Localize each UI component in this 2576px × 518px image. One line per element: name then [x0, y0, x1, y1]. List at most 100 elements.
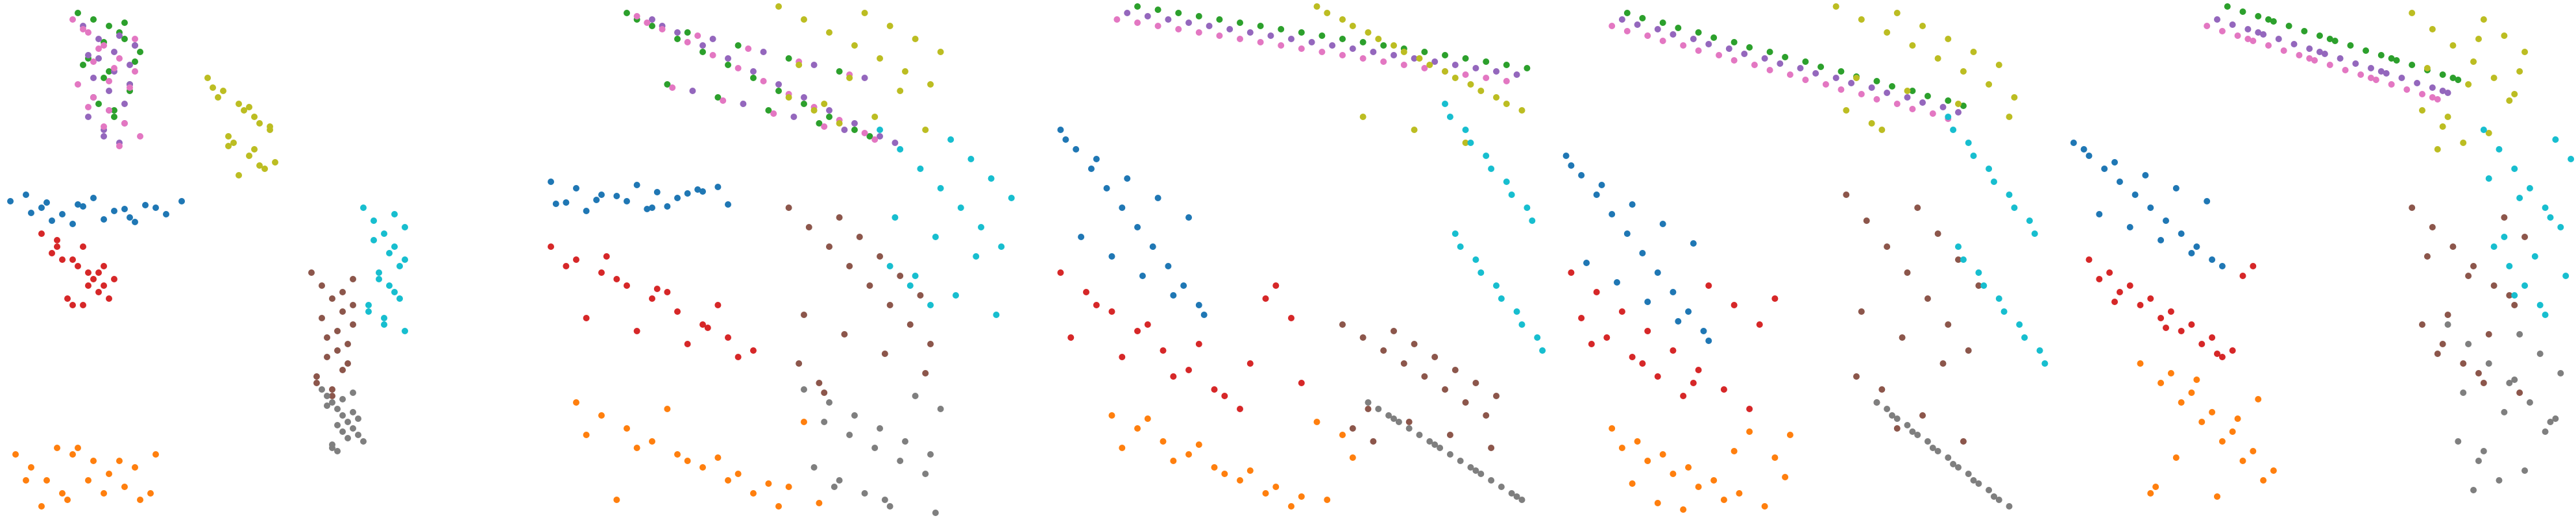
data-point [735, 65, 742, 71]
data-point [1385, 412, 1392, 419]
data-point [2198, 341, 2205, 347]
data-point [1008, 195, 1015, 201]
data-point [1195, 341, 1202, 347]
data-point [2542, 204, 2549, 211]
data-point [674, 451, 681, 458]
data-point [1400, 360, 1407, 367]
data-point [272, 159, 278, 166]
data-point [967, 156, 975, 162]
data-point [745, 45, 752, 52]
data-point [598, 191, 605, 198]
data-point [583, 315, 590, 321]
data-point [1603, 334, 1610, 341]
data-point [85, 104, 91, 110]
data-point [1421, 49, 1428, 55]
data-point [1746, 406, 1753, 412]
data-point [1359, 334, 1367, 341]
data-point [1680, 506, 1687, 513]
data-point [1446, 114, 1453, 120]
data-point [1929, 110, 1936, 117]
data-point [1609, 425, 1616, 432]
data-point [1057, 269, 1064, 276]
data-point [1690, 36, 1697, 42]
data-point [2026, 217, 2033, 224]
data-point [1262, 490, 1269, 497]
data-point [1623, 230, 1631, 237]
data-point [1134, 328, 1141, 334]
data-point [54, 237, 60, 243]
series-7 [1873, 399, 2013, 510]
data-point [2485, 331, 2492, 338]
data-point [2157, 380, 2165, 386]
data-point [1483, 153, 1490, 159]
data-point [1786, 432, 1793, 438]
data-point [669, 84, 676, 91]
series-3 [1057, 269, 1305, 412]
data-point [2157, 237, 2165, 243]
data-point [937, 185, 944, 191]
data-point [861, 10, 868, 16]
data-point [810, 107, 818, 114]
data-point [1462, 140, 1469, 146]
data-point [1437, 445, 1444, 451]
data-point [881, 497, 888, 503]
data-point [106, 88, 112, 94]
series-2 [1623, 10, 1967, 109]
data-point [2506, 263, 2513, 269]
data-point [1416, 55, 1423, 62]
data-point [313, 380, 320, 386]
data-point [1467, 464, 1474, 471]
data-point [1488, 477, 1495, 484]
data-point [2172, 454, 2180, 461]
data-point [1313, 3, 1320, 10]
data-point [111, 114, 117, 120]
data-point [2106, 269, 2113, 276]
data-point [2204, 198, 2211, 204]
data-point [1736, 490, 1743, 497]
data-point [2521, 49, 2528, 55]
data-point [659, 26, 666, 32]
data-point [633, 182, 640, 188]
data-point [2511, 376, 2518, 383]
data-point [1751, 62, 1758, 68]
series-3 [2085, 256, 2257, 360]
data-point [1960, 256, 1967, 263]
data-point [2496, 477, 2503, 484]
scatter-plot-section-1 [548, 3, 1015, 516]
series-6 [69, 16, 143, 149]
data-point [1529, 217, 1536, 224]
data-point [563, 263, 570, 269]
data-point [922, 370, 929, 376]
data-point [1149, 243, 1156, 250]
data-point [2111, 159, 2118, 166]
data-point [2414, 80, 2421, 86]
data-point [861, 490, 868, 497]
data-point [1991, 493, 1997, 500]
data-point [871, 114, 879, 120]
data-point [1124, 175, 1131, 182]
data-point [2475, 36, 2482, 42]
data-point [2239, 458, 2246, 464]
data-point [1950, 461, 1957, 467]
data-point [1324, 10, 1331, 16]
data-point [709, 36, 716, 42]
data-point [750, 68, 757, 75]
data-point [2021, 334, 2028, 341]
series-3 [1568, 269, 1779, 412]
data-point [2331, 38, 2339, 44]
data-point [2209, 256, 2216, 263]
data-point [339, 396, 346, 402]
data-point [391, 289, 398, 295]
data-point [714, 454, 722, 461]
data-point [1144, 415, 1151, 422]
data-point [147, 490, 154, 497]
data-point [2306, 55, 2313, 62]
data-point [2568, 156, 2575, 162]
data-point [1195, 29, 1202, 36]
data-point [1960, 438, 1967, 445]
data-point [132, 36, 138, 42]
data-point [1339, 432, 1346, 438]
data-point [236, 101, 242, 107]
data-point [1380, 42, 1387, 49]
data-point [106, 68, 112, 75]
